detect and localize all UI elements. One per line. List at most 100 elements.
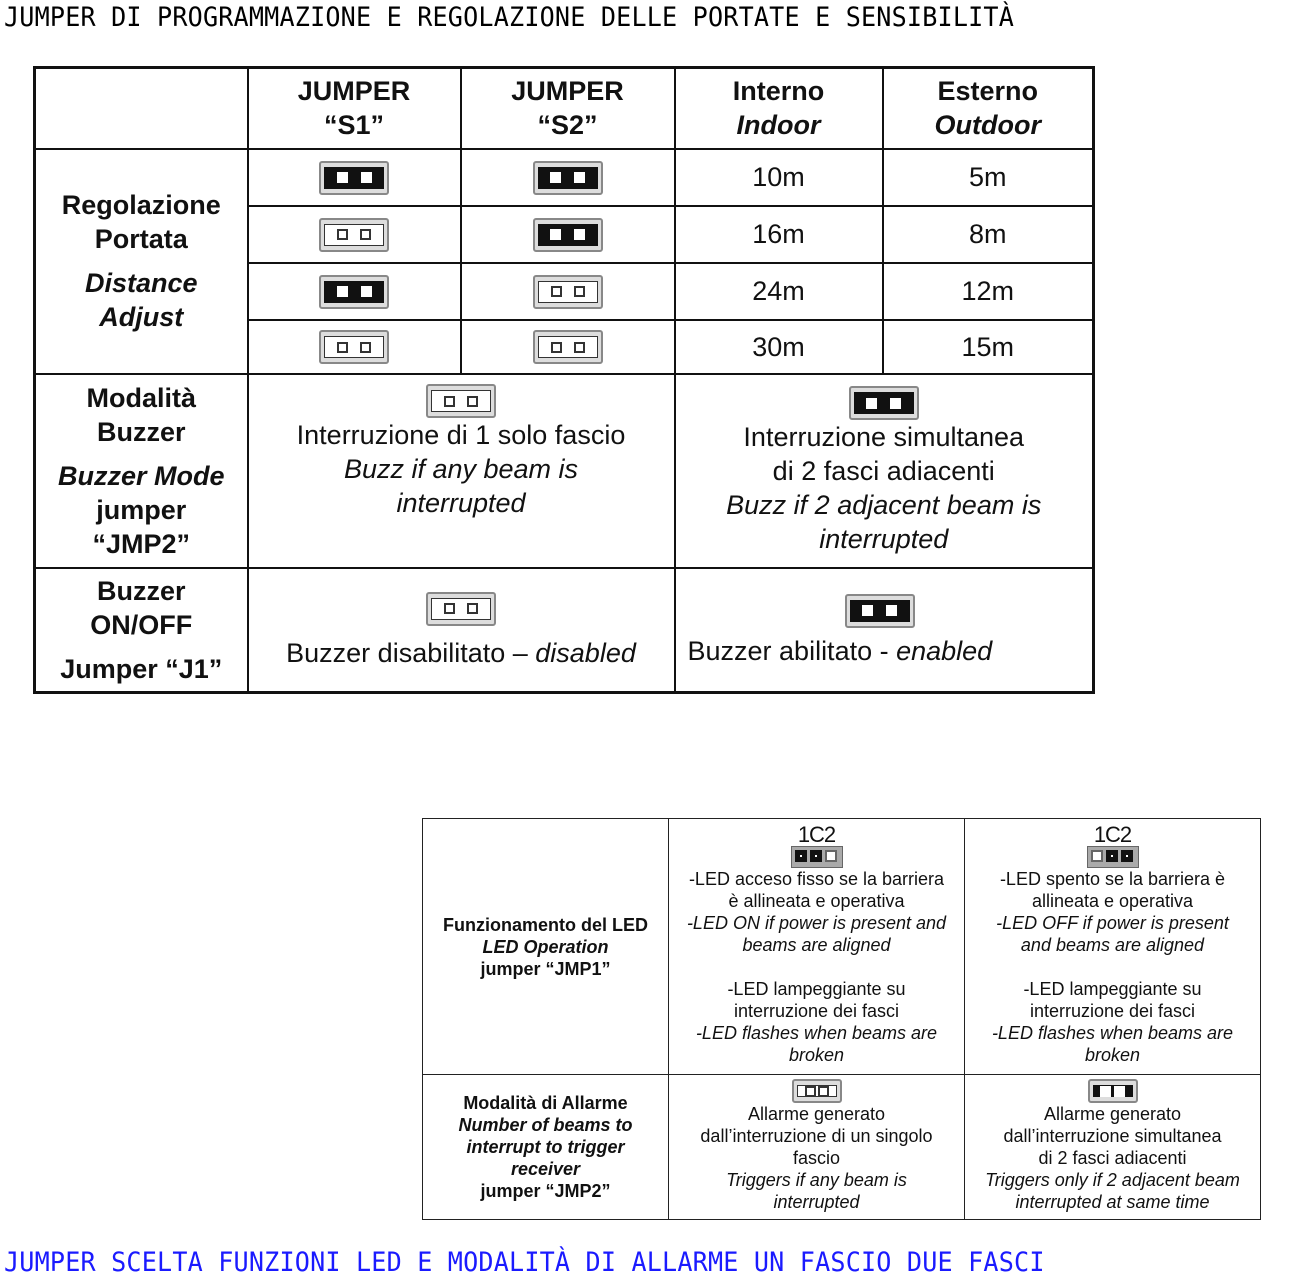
text-line: interruzione dei fasci [1029, 1001, 1196, 1022]
jumper-pin [794, 850, 807, 863]
buzzer-mode-double: Interruzione simultanea di 2 fasci adiac… [673, 372, 1095, 569]
text-block: Allarme generato dall’interruzione di un … [669, 1103, 964, 1213]
text-line: beams are aligned [742, 935, 891, 956]
label-line: jumper [96, 494, 187, 525]
s2-cell [459, 204, 676, 264]
label-line: Buzzer Mode [57, 460, 225, 491]
text-block: -LED spento se la barriera è allineata e … [965, 868, 1260, 1066]
header-text: Outdoor [934, 110, 1041, 141]
text-block: Allarme generato dall’interruzione simult… [965, 1103, 1260, 1213]
label-line: LED Operation [482, 936, 609, 957]
s2-cell [459, 318, 676, 375]
text-line: interrupted [819, 524, 949, 555]
range-sensitivity-table: JUMPER “S1” JUMPER “S2” Interno Indoor Este… [33, 66, 1095, 694]
jumper-icon [319, 274, 389, 309]
jumper-icon [532, 160, 603, 195]
text-line: è allineata e operativa [728, 891, 905, 912]
text-line: interrupted [396, 488, 526, 519]
text-line: broken [1084, 1045, 1141, 1066]
text: disabled [535, 637, 636, 668]
jumper-3pin-icon [790, 846, 843, 869]
text-line: dall’interruzione di un singolo [700, 1126, 933, 1147]
text-line: broken [788, 1045, 845, 1066]
text-line: -LED ON if power is present and [686, 913, 947, 934]
jumper-icon [791, 1079, 842, 1104]
header-s1: JUMPER “S1” [246, 66, 462, 150]
buzzer-enabled: Buzzer abilitato - enabled [673, 566, 1095, 694]
header-indoor: Interno Indoor [673, 66, 884, 150]
s2-cell [459, 261, 676, 321]
jumper-icon [319, 217, 389, 252]
outdoor-range: 15m [881, 318, 1095, 375]
jumper-icon [1087, 1079, 1138, 1104]
text-line: dall’interruzione simultanea [1003, 1126, 1222, 1147]
text-line: Allarme generato [747, 1104, 886, 1125]
buzzer-disabled: Buzzer disabilitato – disabled [246, 566, 676, 694]
alarm-single-cell: Allarme generato dall’interruzione di un … [668, 1074, 965, 1220]
label-line: Modalità di Allarme [463, 1093, 628, 1113]
text-line: -LED flashes when beams are [991, 1023, 1234, 1044]
text-line: Triggers if any beam is [726, 1170, 907, 1191]
label-line: interrupt to trigger [466, 1137, 625, 1157]
text-line: fascio [792, 1148, 841, 1169]
buzzer-mode-label: Modalità Buzzer Buzzer Mode jumper “JMP2… [33, 372, 249, 569]
header-text: “S1” [323, 110, 385, 141]
jumper-pin [824, 850, 837, 863]
text-line: Interruzione simultanea [743, 422, 1025, 453]
text-line: -LED lampeggiante su [1023, 979, 1202, 1000]
text-line: Interruzione di 1 solo fascio [296, 420, 626, 451]
empty-header [33, 66, 249, 150]
text-line: interrupted at same time [1015, 1192, 1210, 1213]
label-line: “JMP2” [92, 528, 191, 559]
text-line: di 2 fasci adiacenti [1038, 1148, 1187, 1169]
header-outdoor: Esterno Outdoor [881, 66, 1095, 150]
jumper-icon [319, 160, 389, 195]
text-line: -LED flashes when beams are [695, 1023, 938, 1044]
label-line: Number of beams to [458, 1115, 633, 1135]
indoor-range: 30m [673, 318, 884, 375]
s1-cell [246, 204, 462, 264]
label-line: jumper “JMP2” [480, 1181, 611, 1201]
jumper-icon [319, 330, 389, 365]
header-text: Indoor [736, 110, 821, 141]
text-line [669, 956, 964, 978]
text: enabled [896, 635, 993, 666]
jumper-3pin-icon [1086, 846, 1139, 869]
text-line: -LED OFF if power is present [996, 913, 1229, 934]
header-text: Esterno [937, 76, 1039, 107]
label-line: receiver [510, 1159, 581, 1179]
jumper-pin [1105, 850, 1118, 863]
header-text: “S2” [537, 110, 598, 141]
text-line: Triggers only if 2 adjacent beam [985, 1170, 1240, 1191]
jumper-icon [426, 384, 496, 419]
led-alarm-table: Funzionamento del LED LED Operation jump… [422, 818, 1261, 1220]
jumper-label: 1C2 [1093, 822, 1132, 847]
text-line [965, 956, 1260, 978]
text-line: and beams are aligned [1020, 935, 1205, 956]
label-line: Buzzer [96, 575, 186, 606]
buzzer-onoff-label: Buzzer ON/OFF Jumper “J1” [33, 566, 249, 694]
page-title: JUMPER DI PROGRAMMAZIONE E REGOLAZIONE D… [4, 2, 1015, 33]
label-line: Distance [84, 268, 198, 298]
jumper-icon [532, 217, 603, 252]
jumper-label: 1C2 [797, 822, 836, 847]
outdoor-range: 8m [881, 204, 1095, 264]
header-text: Interno [732, 76, 825, 107]
text-block: -LED acceso fisso se la barriera è alline… [669, 868, 964, 1066]
jumper-pin [809, 850, 822, 863]
jumper-pin [1090, 850, 1103, 863]
text: Buzzer abilitato - [687, 635, 897, 666]
label-line: Jumper “J1” [60, 653, 223, 684]
label-line: Portata [94, 224, 188, 254]
text-line: -LED lampeggiante su [727, 979, 906, 1000]
jumper-icon [532, 330, 603, 365]
label-line: Adjust [99, 302, 184, 332]
s1-cell [246, 261, 462, 321]
text-line: di 2 fasci adiacenti [772, 456, 995, 487]
jumper-icon [532, 274, 603, 309]
s1-cell [246, 147, 462, 207]
text-line: Buzz if any beam is [343, 454, 579, 485]
outdoor-range: 12m [881, 261, 1095, 321]
s2-cell [459, 147, 676, 207]
distance-adjust-label: Regolazione Portata Distance Adjust [33, 147, 249, 375]
